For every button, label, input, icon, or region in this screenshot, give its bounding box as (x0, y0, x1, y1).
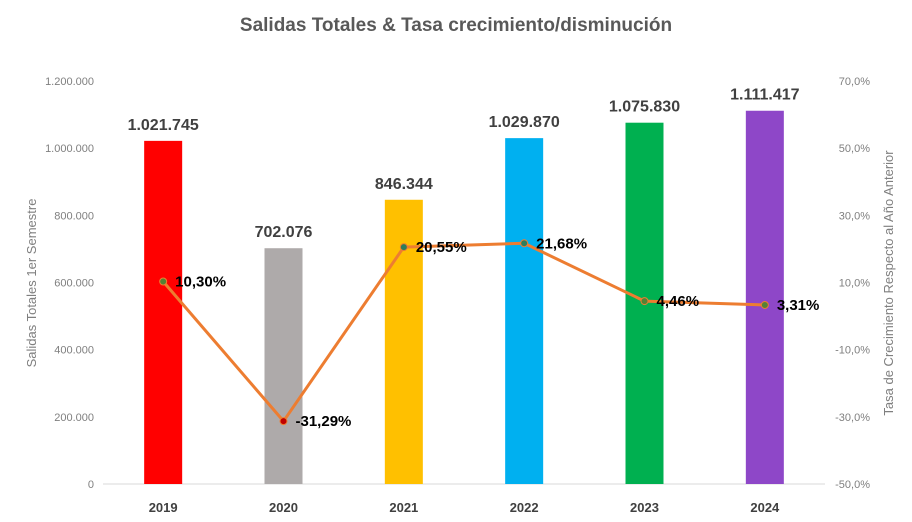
category-label: 2022 (510, 500, 539, 515)
right-tick-label: -10,0% (835, 345, 870, 357)
bar (505, 138, 544, 485)
left-tick-label: 0 (88, 479, 94, 491)
growth-label: 21,68% (536, 235, 587, 252)
growth-line-series: 10,30% -31,29% 20,55% 21,68% 4,46% 3,31% (159, 235, 820, 430)
growth-point (760, 300, 769, 309)
growth-point (640, 297, 649, 306)
category-label: 2023 (630, 500, 659, 515)
bar (144, 140, 183, 485)
right-tick-label: -50,0% (835, 479, 870, 491)
category-labels: 2019 2020 2021 2022 2023 2024 (149, 500, 780, 515)
growth-label: 4,46% (657, 293, 700, 310)
bar-value-label: 1.111.417 (730, 87, 800, 104)
left-tick-label: 600.000 (54, 278, 94, 290)
bar-value-label: 1.021.745 (128, 117, 199, 134)
left-tick-label: 1.000.000 (45, 143, 94, 155)
right-tick-label: 30,0% (839, 210, 870, 222)
category-label: 2020 (269, 500, 298, 515)
right-tick-label: 70,0% (839, 76, 870, 88)
right-axis-title: Tasa de Crecimiento Respecto al Año Ante… (881, 150, 896, 416)
growth-label: 3,31% (777, 297, 820, 314)
bar-series: 1.021.745 702.076 846.344 1.029.870 1.075.83… (128, 87, 800, 485)
bar (745, 110, 784, 485)
right-tick-label: 10,0% (839, 278, 870, 290)
left-axis-title: Salidas Totales 1er Semestre (24, 199, 39, 368)
bar (264, 248, 303, 484)
growth-label: -31,29% (296, 413, 352, 430)
category-label: 2019 (149, 500, 178, 515)
growth-label: 20,55% (416, 239, 467, 256)
growth-point (399, 243, 408, 252)
left-tick-label: 400.000 (54, 345, 94, 357)
bar-value-label: 702.076 (255, 224, 313, 241)
right-tick-label: -30,0% (835, 412, 870, 424)
right-axis-ticks: -50,0% -30,0% -10,0% 10,0% 30,0% 50,0% 70,0% (835, 76, 870, 491)
growth-point (520, 239, 529, 248)
chart-title: Salidas Totales & Tasa crecimiento/dismi… (240, 15, 672, 36)
left-tick-label: 800.000 (54, 210, 94, 222)
right-tick-label: 50,0% (839, 143, 870, 155)
growth-label: 10,30% (175, 273, 226, 290)
left-tick-label: 200.000 (54, 412, 94, 424)
growth-point (279, 417, 288, 426)
bar-value-label: 1.029.870 (489, 114, 560, 131)
left-tick-label: 1.200.000 (45, 76, 94, 88)
bar-value-label: 846.344 (375, 176, 433, 193)
bar-value-label: 1.075.830 (609, 99, 680, 116)
left-axis-ticks: 0 200.000 400.000 600.000 800.000 1.000.000 1.… (45, 76, 94, 491)
category-label: 2024 (750, 500, 780, 515)
category-label: 2021 (389, 500, 418, 515)
growth-line (162, 241, 765, 423)
growth-point (159, 277, 168, 286)
